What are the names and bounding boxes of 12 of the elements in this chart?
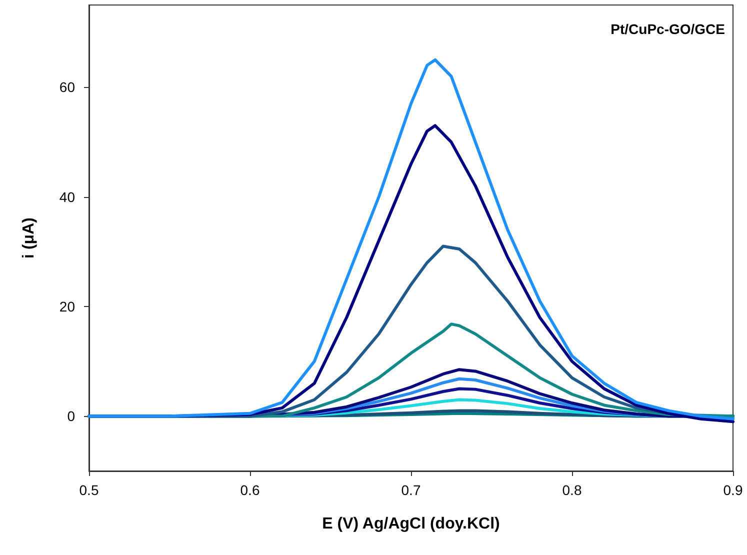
y-tick-label: 0	[67, 408, 76, 424]
x-tick-label: 0.8	[562, 482, 582, 498]
x-axis-title: E (V) Ag/AgCl (doy.KCl)	[322, 516, 500, 532]
y-tick-label: 20	[59, 298, 76, 315]
y-tick-label: 60	[59, 79, 76, 96]
x-tick-label: 0.9	[723, 482, 743, 498]
y-axis-title: i (μA)	[20, 218, 38, 258]
x-tick-label: 0.6	[240, 482, 260, 498]
y-tick-label: 40	[59, 188, 76, 205]
x-tick-label: 0.7	[401, 482, 421, 498]
x-tick-label: 0.5	[79, 482, 99, 498]
annotation: Pt/CuPc-GO/GCE	[610, 21, 726, 37]
